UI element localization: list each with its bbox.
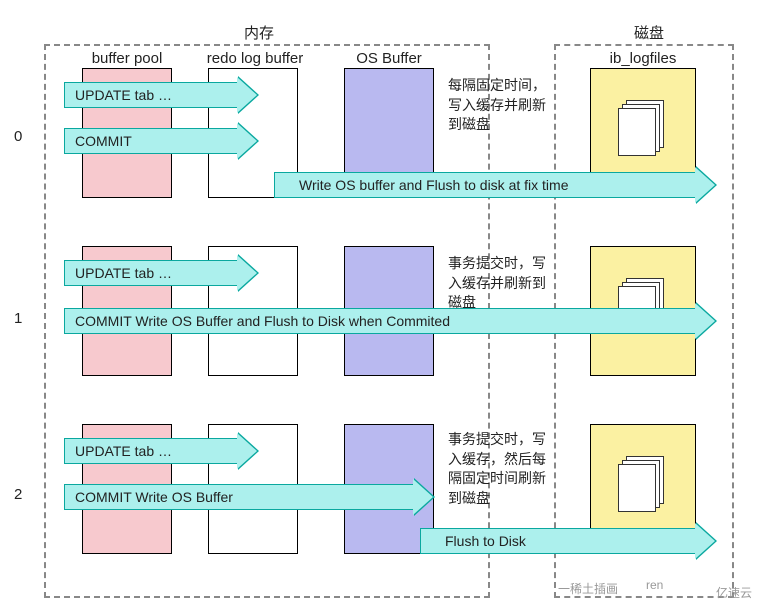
header-redo-log: redo log buffer <box>202 50 308 67</box>
r2-doc-icon <box>618 456 668 516</box>
header-buffer-pool: buffer pool <box>82 50 172 67</box>
r0-update-arrow: UPDATE tab … <box>64 82 238 108</box>
row-2-label: 2 <box>14 486 22 503</box>
r0-desc: 每隔固定时间，写入缓存并刷新到磁盘 <box>448 76 546 135</box>
r2-update-arrow: UPDATE tab … <box>64 438 238 464</box>
r2-flush-arrow: Flush to Disk <box>420 528 696 554</box>
r0-flush-arrow: Write OS buffer and Flush to disk at fix… <box>274 172 696 198</box>
header-os-buffer: OS Buffer <box>344 50 434 67</box>
r1-commit-arrow: COMMIT Write OS Buffer and Flush to Disk… <box>64 308 696 334</box>
watermark-3: 亿速云 <box>716 584 752 601</box>
r1-update-arrow: UPDATE tab … <box>64 260 238 286</box>
watermark-2: ren <box>646 578 663 592</box>
r1-desc: 事务提交时，写入缓存并刷新到磁盘 <box>448 254 546 313</box>
r0-commit-arrow: COMMIT <box>64 128 238 154</box>
r2-desc: 事务提交时，写入缓存，然后每隔固定时间刷新到磁盘 <box>448 430 546 508</box>
header-ib-logfiles: ib_logfiles <box>590 50 696 67</box>
disk-label: 磁盘 <box>634 22 664 43</box>
row-0-label: 0 <box>14 128 22 145</box>
r2-commit-arrow: COMMIT Write OS Buffer <box>64 484 414 510</box>
memory-label: 内存 <box>244 22 274 43</box>
row-1-label: 1 <box>14 310 22 327</box>
r0-doc-icon <box>618 100 668 160</box>
watermark-1: 一稀土插画 <box>558 580 618 597</box>
